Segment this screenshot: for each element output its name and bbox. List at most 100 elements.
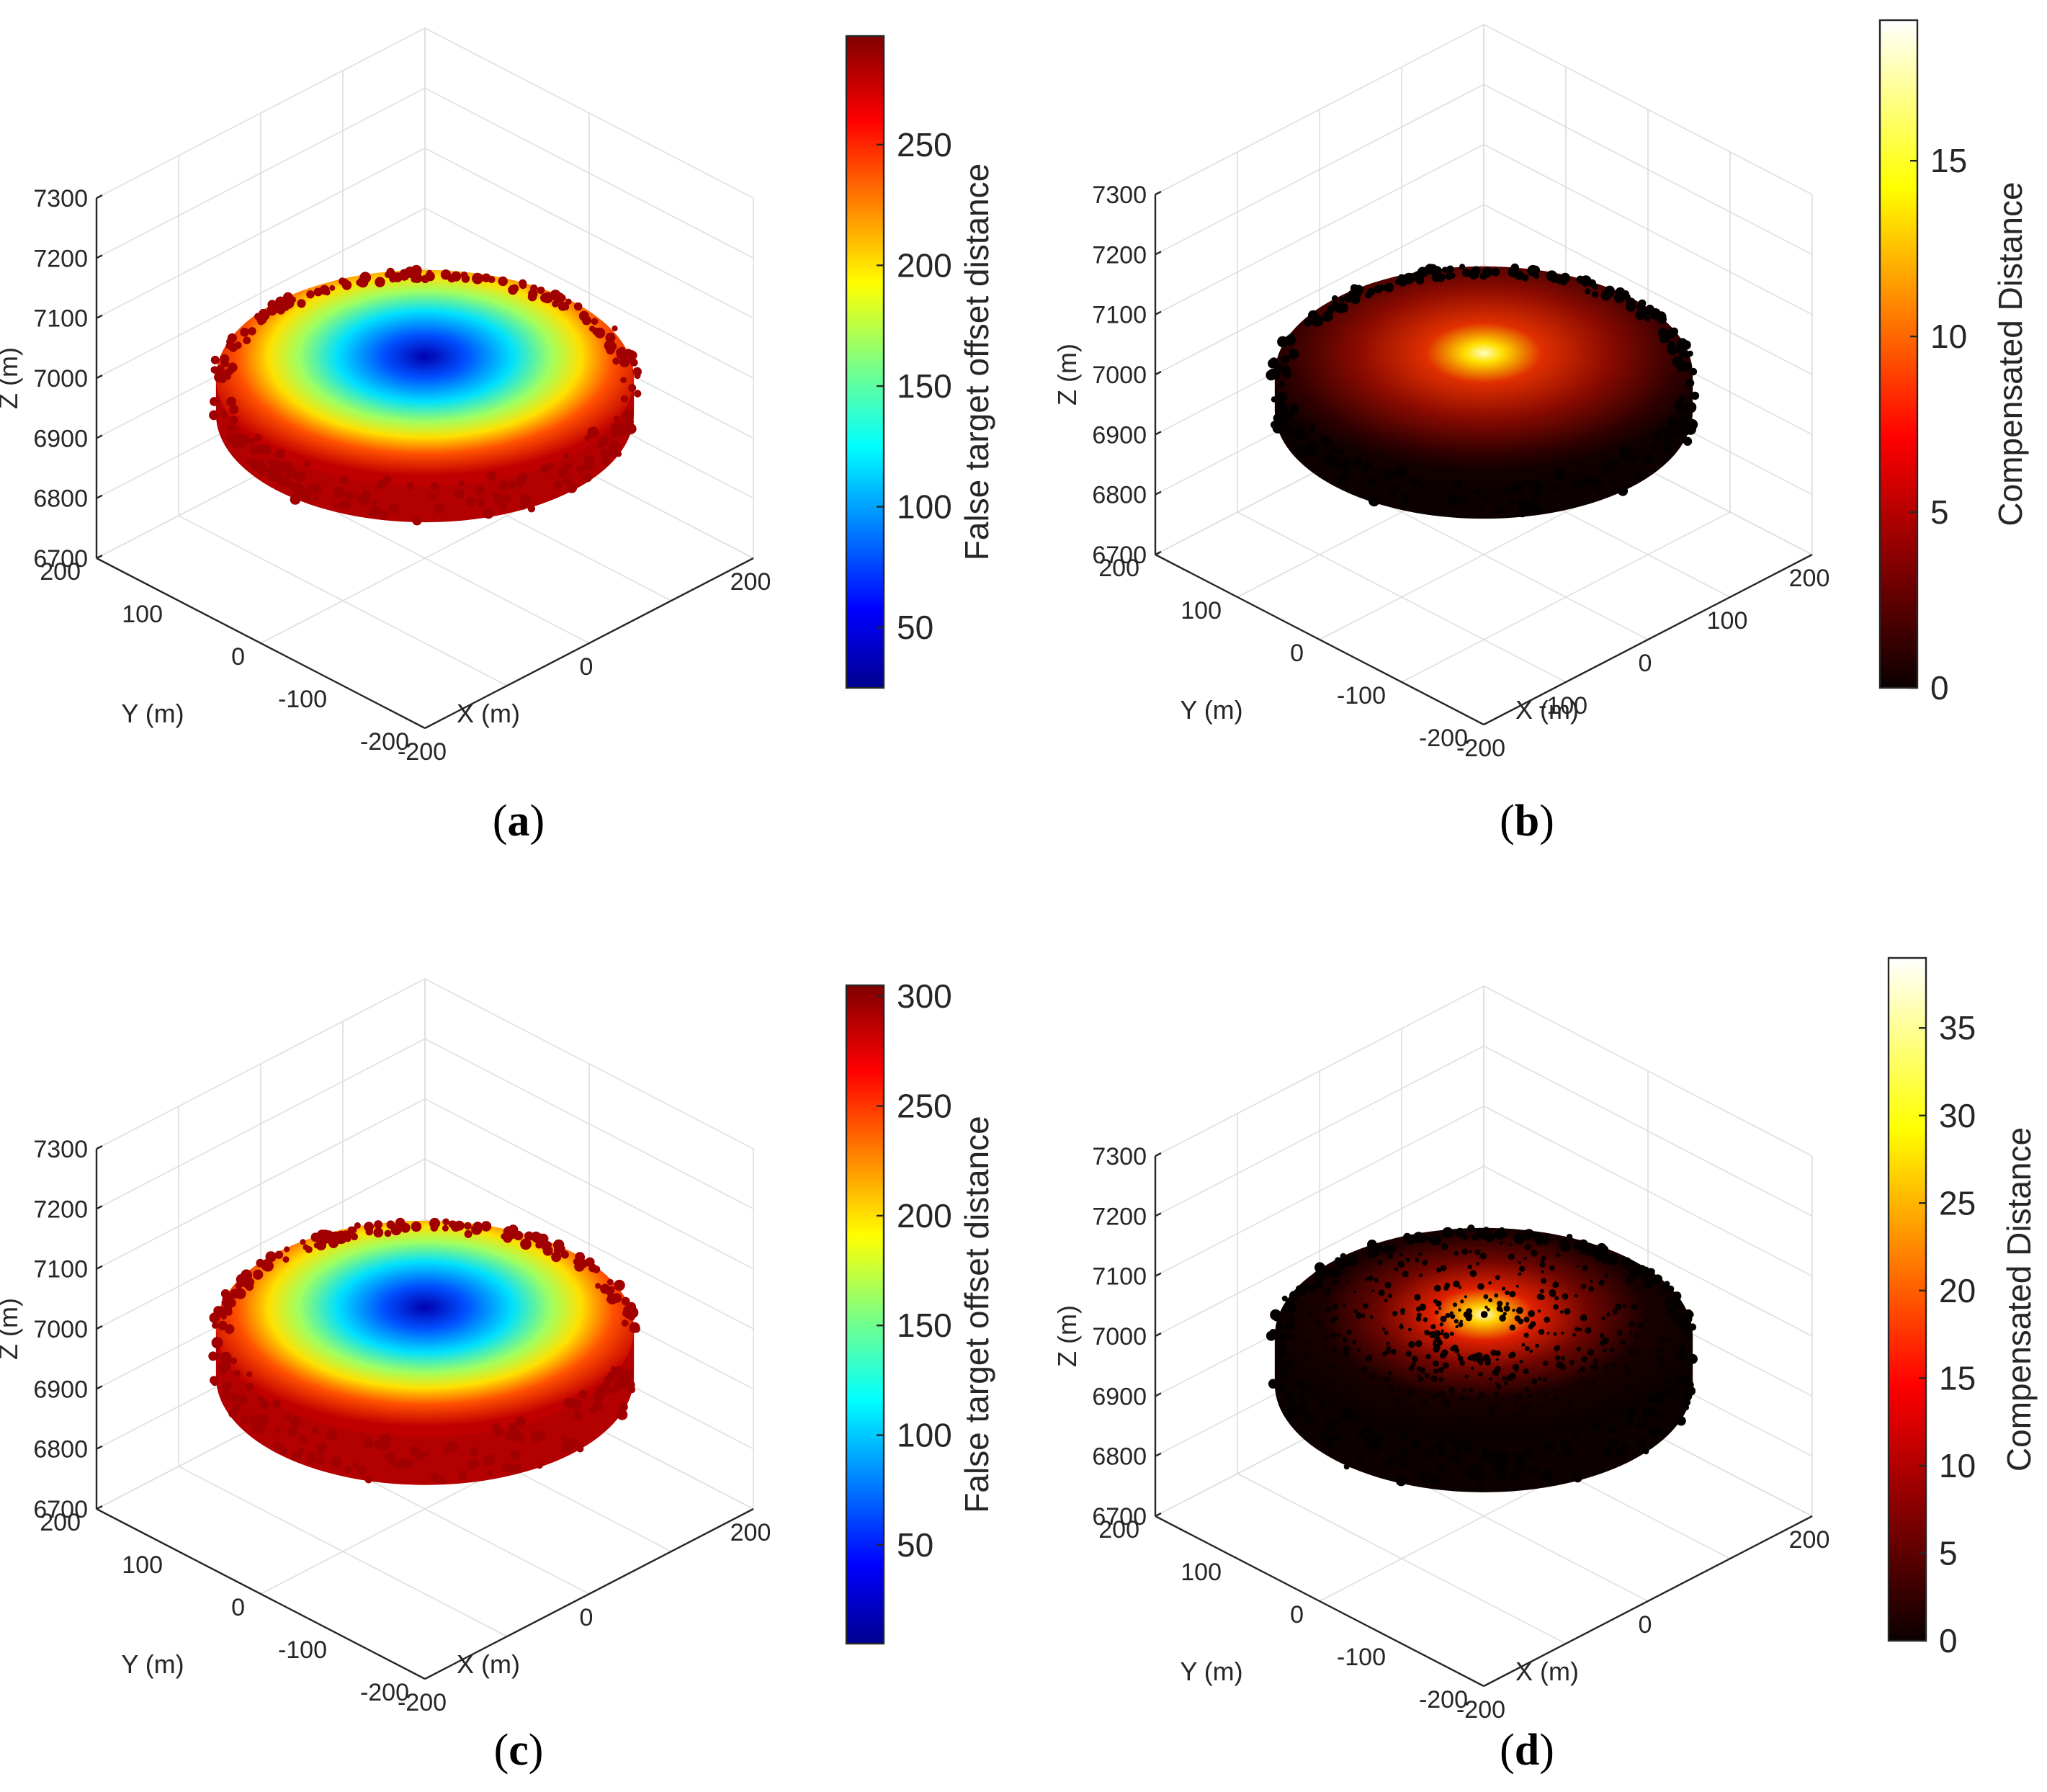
- scatter-point: [328, 1237, 339, 1248]
- scatter-point: [486, 471, 497, 481]
- scatter-point: [1430, 1375, 1438, 1382]
- scatter-point: [1512, 1309, 1515, 1312]
- scatter-point: [1502, 1376, 1507, 1381]
- scatter-point: [616, 348, 624, 357]
- scatter-point: [1415, 1340, 1423, 1348]
- y-axis-label: Y (m): [1180, 695, 1242, 725]
- scatter-point: [246, 1382, 254, 1391]
- z-tick-label: 6800: [33, 1436, 88, 1464]
- scatter-point: [214, 1353, 221, 1360]
- scatter-point: [299, 1434, 305, 1441]
- z-tick-mark: [1155, 1212, 1162, 1217]
- scatter-point: [1524, 1244, 1531, 1250]
- scatter-point: [1277, 336, 1289, 348]
- scatter-point: [220, 359, 229, 367]
- scatter-point: [230, 416, 238, 424]
- scatter-point: [1476, 488, 1482, 494]
- scatter-point: [1415, 1316, 1422, 1322]
- scatter-point: [1384, 1460, 1392, 1468]
- y-axis-line: [96, 557, 426, 730]
- scatter-point: [1586, 1245, 1595, 1255]
- scatter-point: [1636, 1421, 1645, 1430]
- scatter-point: [1560, 1356, 1566, 1361]
- scatter-point: [1405, 1350, 1412, 1358]
- scatter-point: [218, 1363, 227, 1371]
- scatter-point: [374, 1440, 383, 1449]
- scatter-point: [1311, 1386, 1318, 1392]
- scatter-point: [1417, 1312, 1422, 1318]
- scatter-point: [629, 356, 635, 362]
- scatter-point: [1438, 1366, 1444, 1373]
- x-axis-line: [1483, 553, 1813, 726]
- x-axis-line: [424, 1507, 754, 1680]
- scatter-point: [311, 1427, 319, 1434]
- scatter-point: [220, 1313, 227, 1320]
- scatter-point: [1325, 1439, 1332, 1447]
- scatter-point: [1503, 1305, 1510, 1312]
- scatter-point: [1676, 1350, 1687, 1361]
- scatter-point: [1576, 1346, 1582, 1352]
- point-cloud-disk: [208, 1217, 640, 1485]
- scatter-point: [557, 467, 568, 478]
- scatter-point: [228, 362, 238, 372]
- y-tick-label: 200: [40, 558, 81, 586]
- scatter-point: [1538, 1403, 1543, 1407]
- scatter-point: [1606, 1312, 1611, 1317]
- scatter-point: [1528, 1394, 1532, 1398]
- scatter-point: [518, 472, 528, 483]
- scatter-point: [1289, 1333, 1294, 1338]
- scatter-point: [493, 493, 501, 500]
- scatter-point: [1461, 1248, 1469, 1255]
- scatter-point: [1367, 1240, 1377, 1250]
- scatter-point: [1639, 470, 1647, 478]
- scatter-point: [1588, 279, 1597, 287]
- colorbar-gradient: [845, 984, 885, 1645]
- z-tick-label: 7000: [33, 365, 88, 393]
- scatter-point: [1335, 462, 1344, 471]
- z-tick-mark: [96, 554, 103, 560]
- scatter-point: [1513, 1401, 1518, 1406]
- scatter-point: [1581, 1377, 1585, 1381]
- scatter-point: [1447, 492, 1457, 502]
- scatter-point: [1288, 1314, 1295, 1322]
- scatter-point: [520, 1238, 532, 1250]
- scatter-point: [1388, 1385, 1395, 1392]
- scatter-point: [1539, 1261, 1546, 1268]
- scatter-point: [1549, 484, 1557, 492]
- scatter-point: [1570, 1412, 1575, 1417]
- scatter-point: [1677, 1315, 1685, 1324]
- scatter-point: [340, 498, 351, 510]
- scatter-point: [1472, 1357, 1477, 1362]
- scatter-point: [304, 460, 310, 467]
- scatter-point: [1387, 490, 1397, 499]
- scatter-point: [470, 1459, 480, 1468]
- colorbar-tick-label: 15: [1939, 1359, 1976, 1397]
- scatter-point: [1379, 1389, 1383, 1394]
- scatter-point: [1323, 1335, 1329, 1341]
- z-tick-mark: [1155, 490, 1162, 496]
- scatter-point: [1353, 1309, 1358, 1314]
- scatter-point: [540, 464, 550, 474]
- scatter-point: [210, 397, 219, 406]
- scatter-point: [1479, 1392, 1484, 1398]
- scatter-point: [1579, 1248, 1585, 1255]
- z-tick-mark: [1155, 190, 1162, 196]
- scatter-point: [278, 462, 286, 470]
- scatter-point: [362, 1438, 373, 1448]
- scatter-point: [1307, 1341, 1312, 1346]
- scatter-point: [1493, 1466, 1505, 1477]
- point-cloud-disk: [1266, 1224, 1698, 1492]
- scatter-point: [428, 493, 436, 501]
- scatter-point: [587, 426, 599, 439]
- scatter-point: [1481, 1446, 1491, 1456]
- scatter-point: [1509, 1470, 1520, 1482]
- scatter-point: [1488, 1281, 1492, 1285]
- colorbar-tick-label: 150: [897, 367, 952, 405]
- scatter-point: [1508, 1353, 1514, 1359]
- scatter-point: [1409, 1405, 1414, 1410]
- colorbar-tick-label: 5: [1939, 1534, 1958, 1572]
- scatter-point: [1554, 468, 1565, 480]
- scatter-point: [1539, 1289, 1545, 1294]
- scatter-point: [1526, 1469, 1533, 1476]
- scatter-point: [1369, 1443, 1376, 1450]
